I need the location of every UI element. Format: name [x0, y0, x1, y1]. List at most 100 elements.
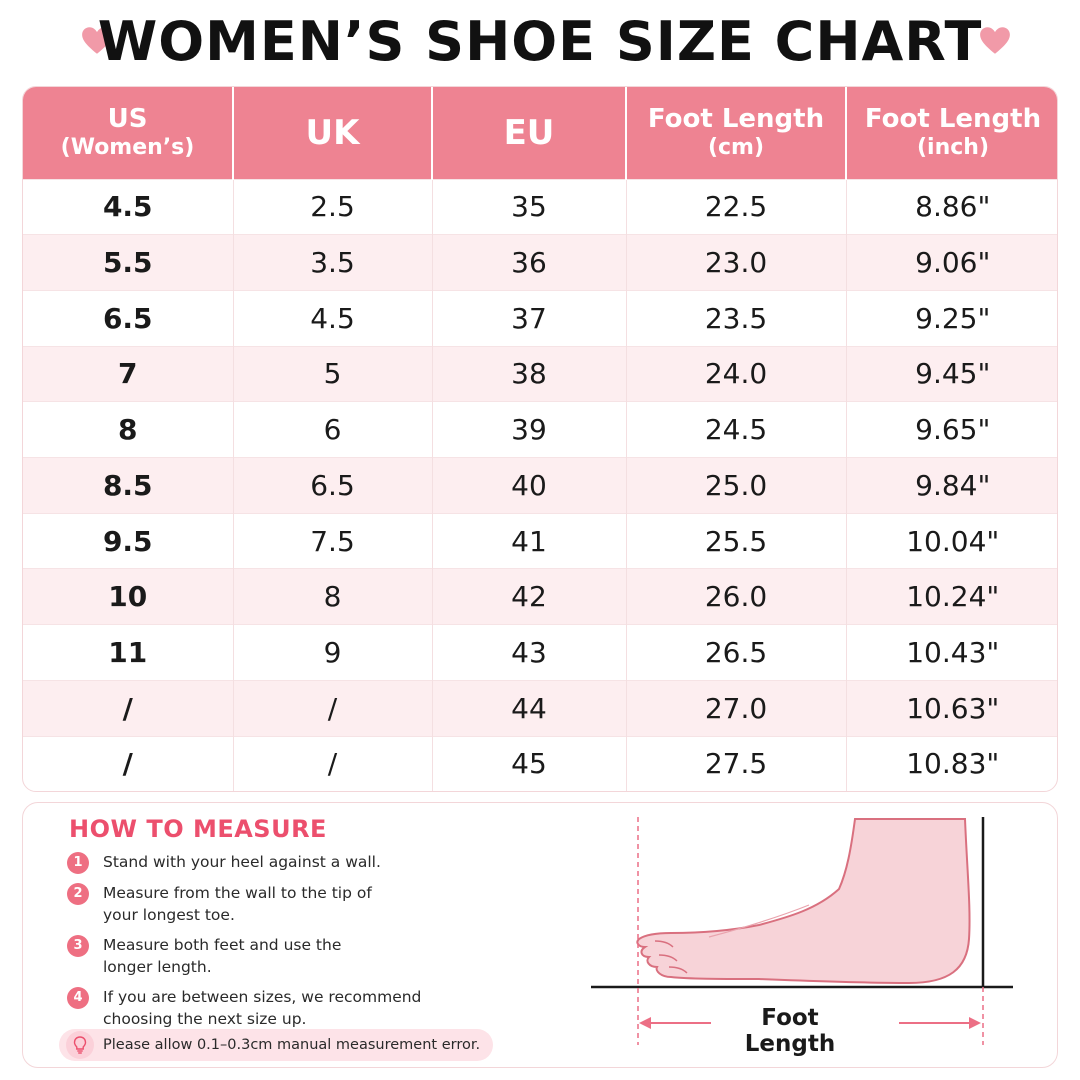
- us-size-cell: 11: [23, 624, 234, 681]
- eu-size-cell: 44: [432, 679, 627, 737]
- uk-size-cell: 3.5: [233, 234, 433, 291]
- uk-size-cell: 8: [233, 568, 433, 625]
- title-bar: WOMEN’S SHOE SIZE CHART: [0, 0, 1080, 84]
- header-foot-inch: Foot Length (inch): [846, 87, 1057, 179]
- lightbulb-icon: [66, 1031, 94, 1059]
- eu-size-cell: 43: [432, 624, 627, 681]
- foot-length-cm-cell: 26.5: [626, 624, 847, 681]
- table-row: 9.5 7.5 41 25.5 10.04": [23, 512, 1057, 569]
- foot-length-cm-cell: 26.0: [626, 568, 847, 625]
- header-us-label: US: [107, 103, 148, 134]
- measure-steps: 1 Stand with your heel against a wall. 2…: [67, 851, 487, 1038]
- us-size-cell: 5.5: [23, 234, 234, 291]
- list-item: 3 Measure both feet and use the longer l…: [67, 934, 487, 978]
- step-number: 2: [67, 883, 89, 905]
- table-body: 4.5 2.5 35 22.5 8.86" 5.5 3.5 36 23.0 9.06" 6.5 4.5…: [23, 178, 1057, 791]
- foot-length-inch-cell: 9.65": [846, 401, 1057, 458]
- us-size-cell: 7: [23, 345, 234, 402]
- header-foot-cm-label: Foot Length: [647, 103, 825, 134]
- foot-length-inch-cell: 9.84": [846, 457, 1057, 514]
- foot-length-cm-cell: 25.5: [626, 512, 847, 569]
- uk-size-cell: 9: [233, 624, 433, 681]
- size-table: US (Women’s) UK EU Foot Length (cm) Foot…: [23, 87, 1057, 791]
- table-row: 7 5 38 24.0 9.45": [23, 345, 1057, 402]
- size-table-container: US (Women’s) UK EU Foot Length (cm) Foot…: [22, 86, 1058, 792]
- step-text: If you are between sizes, we recommend c…: [103, 988, 422, 1028]
- uk-size-cell: /: [233, 679, 433, 737]
- table-row: 11 9 43 26.5 10.43": [23, 624, 1057, 681]
- foot-length-cm-cell: 24.0: [626, 345, 847, 402]
- step-number: 4: [67, 987, 89, 1009]
- step-number: 1: [67, 852, 89, 874]
- us-size-cell: 8: [23, 401, 234, 458]
- heart-icon: [82, 27, 112, 54]
- table-row: 8 6 39 24.5 9.65": [23, 401, 1057, 458]
- foot-length-inch-cell: 9.06": [846, 234, 1057, 291]
- how-to-measure-panel: HOW TO MEASURE 1 Stand with your heel ag…: [22, 802, 1058, 1068]
- step-text: Measure both feet and use the longer len…: [103, 936, 342, 976]
- foot-length-inch-cell: 10.43": [846, 624, 1057, 681]
- page-title: WOMEN’S SHOE SIZE CHART: [97, 10, 983, 73]
- header-us-sub: (Women’s): [60, 134, 195, 160]
- us-size-cell: 4.5: [23, 178, 234, 235]
- header-eu: EU: [432, 87, 627, 179]
- uk-size-cell: 6.5: [233, 457, 433, 514]
- header-uk-label: UK: [305, 112, 360, 153]
- table-row: 4.5 2.5 35 22.5 8.86": [23, 178, 1057, 235]
- table-row: 5.5 3.5 36 23.0 9.06": [23, 234, 1057, 291]
- foot-length-inch-cell: 10.63": [846, 679, 1057, 737]
- us-size-cell: 6.5: [23, 289, 234, 347]
- note-text: Please allow 0.1–0.3cm manual measuremen…: [103, 1037, 481, 1053]
- uk-size-cell: 7.5: [233, 512, 433, 569]
- foot-length-cm-cell: 23.5: [626, 289, 847, 347]
- foot-length-inch-cell: 10.24": [846, 568, 1057, 625]
- table-row: 10 8 42 26.0 10.24": [23, 568, 1057, 625]
- list-item: 1 Stand with your heel against a wall.: [67, 851, 487, 874]
- us-size-cell: /: [23, 735, 234, 791]
- table-row: 6.5 4.5 37 23.5 9.25": [23, 289, 1057, 347]
- us-size-cell: 10: [23, 568, 234, 625]
- header-foot-cm: Foot Length (cm): [626, 87, 847, 179]
- us-size-cell: 9.5: [23, 512, 234, 569]
- table-row: //45 27.5 10.83": [23, 735, 1057, 791]
- foot-length-cm-cell: 25.0: [626, 457, 847, 514]
- foot-length-inch-cell: 9.45": [846, 345, 1057, 402]
- foot-length-cm-cell: 22.5: [626, 178, 847, 235]
- foot-length-label: Foot Length: [715, 1005, 865, 1057]
- table-row: //44 27.0 10.63": [23, 679, 1057, 737]
- header-foot-cm-sub: (cm): [707, 134, 765, 160]
- table-row: 8.5 6.5 40 25.0 9.84": [23, 457, 1057, 514]
- eu-size-cell: 40: [432, 457, 627, 514]
- eu-size-cell: 36: [432, 234, 627, 291]
- eu-size-cell: 39: [432, 401, 627, 458]
- eu-size-cell: 37: [432, 289, 627, 347]
- header-foot-inch-sub: (inch): [916, 134, 989, 160]
- measure-title: HOW TO MEASURE: [69, 815, 327, 843]
- uk-size-cell: 2.5: [233, 178, 433, 235]
- list-item: 4 If you are between sizes, we recommend…: [67, 986, 487, 1030]
- eu-size-cell: 35: [432, 178, 627, 235]
- foot-length-cm-cell: 27.5: [626, 735, 847, 791]
- header-foot-inch-label: Foot Length: [864, 103, 1042, 134]
- foot-length-inch-cell: 10.04": [846, 512, 1057, 569]
- eu-size-cell: 45: [432, 735, 627, 791]
- eu-size-cell: 42: [432, 568, 627, 625]
- eu-size-cell: 38: [432, 345, 627, 402]
- uk-size-cell: /: [233, 735, 433, 791]
- foot-length-cm-cell: 27.0: [626, 679, 847, 737]
- foot-diagram-icon: [591, 817, 1013, 1045]
- heart-icon: [980, 27, 1010, 54]
- foot-length-inch-cell: 8.86": [846, 178, 1057, 235]
- foot-length-cm-cell: 23.0: [626, 234, 847, 291]
- step-number: 3: [67, 935, 89, 957]
- header-us: US (Women’s): [23, 87, 234, 179]
- eu-size-cell: 41: [432, 512, 627, 569]
- table-header-row: US (Women’s) UK EU Foot Length (cm) Foot…: [23, 87, 1057, 179]
- header-eu-label: EU: [503, 112, 555, 153]
- us-size-cell: 8.5: [23, 457, 234, 514]
- step-text: Measure from the wall to the tip of your…: [103, 884, 372, 924]
- us-size-cell: /: [23, 679, 234, 737]
- uk-size-cell: 5: [233, 345, 433, 402]
- foot-length-inch-cell: 10.83": [846, 735, 1057, 791]
- uk-size-cell: 4.5: [233, 289, 433, 347]
